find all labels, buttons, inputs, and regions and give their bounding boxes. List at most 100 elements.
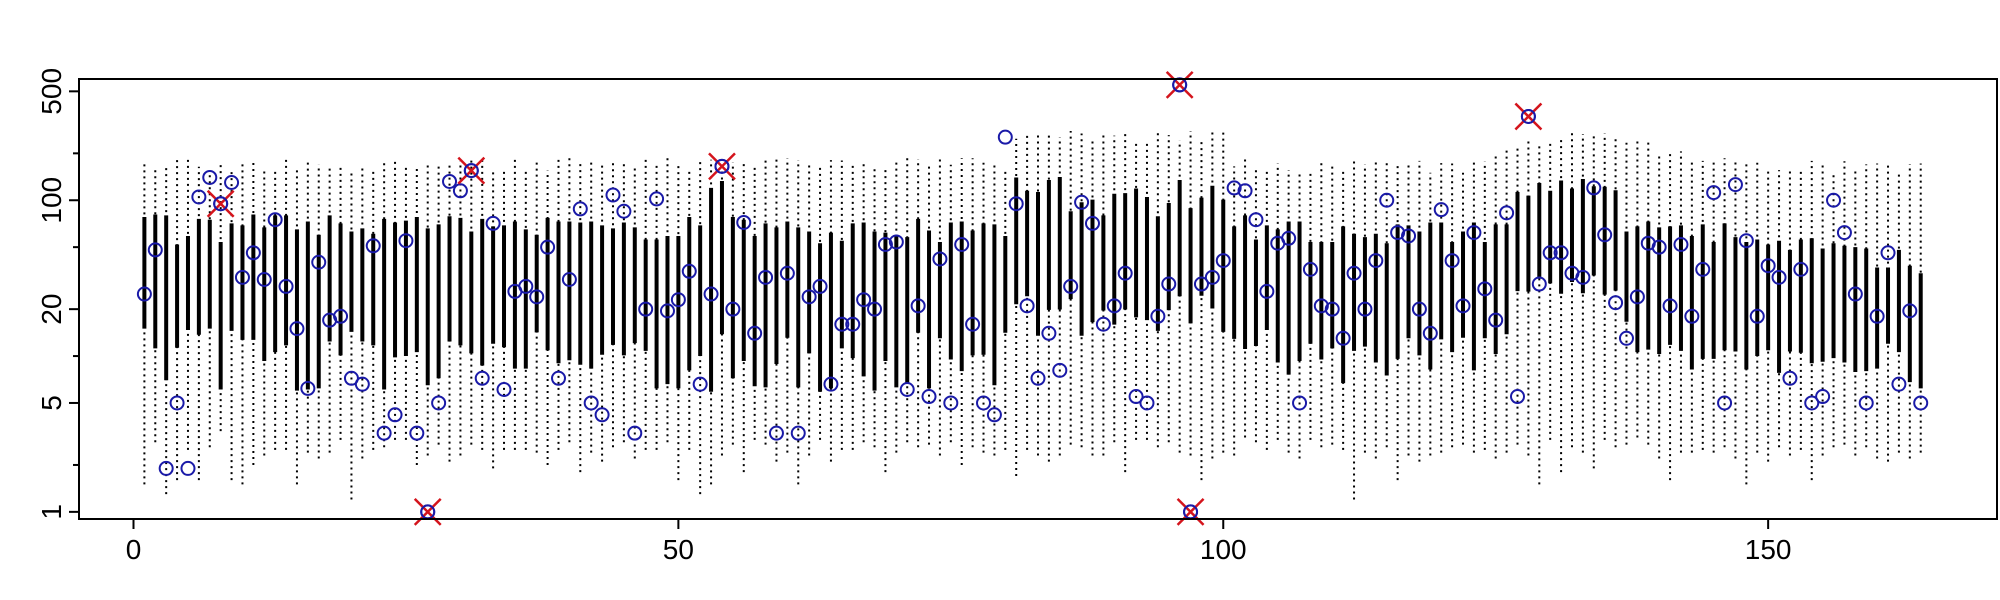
data-point-circle (1455, 298, 1471, 314)
data-point-circle (1815, 389, 1831, 405)
data-point-circle (1749, 308, 1765, 324)
data-point-circle (398, 233, 414, 249)
data-point-circle (452, 183, 468, 199)
cross-stroke (206, 189, 235, 218)
cross-stroke (1514, 102, 1543, 131)
data-point-circle (1335, 330, 1351, 346)
data-point-circle (1357, 301, 1373, 317)
data-point-circle (387, 407, 403, 423)
data-point-circle (670, 292, 686, 308)
cross-stroke (708, 152, 736, 181)
data-point-circle (703, 286, 719, 302)
data-point-circle (583, 395, 599, 411)
data-point-circle (158, 460, 174, 476)
data-point-circle (1161, 276, 1177, 292)
data-point-circle (376, 425, 392, 441)
data-point-circle (1738, 233, 1754, 249)
data-point-circle (1041, 325, 1057, 341)
data-point-circle (1499, 205, 1515, 221)
data-point-circle (1629, 289, 1645, 305)
data-point-circle (191, 189, 207, 205)
outlier-cross (1514, 102, 1543, 131)
data-point-circle (877, 236, 893, 252)
data-point-circle (986, 407, 1002, 423)
data-point-circle (1858, 395, 1874, 411)
data-point-circle (267, 212, 283, 228)
data-point-circle (997, 129, 1013, 145)
data-point-circle (496, 382, 512, 398)
y-axis-tick-label: 1 (36, 504, 67, 520)
data-point-circle (1586, 180, 1602, 196)
data-point-circle (1488, 312, 1504, 328)
data-point-circle (1324, 301, 1340, 317)
data-point-circle (1313, 298, 1329, 314)
data-point-circle (1368, 253, 1384, 269)
data-point-circle (474, 370, 490, 386)
data-point-circle (518, 278, 534, 294)
data-point-circle (1433, 202, 1449, 218)
data-point-circle (976, 395, 992, 411)
outlier-cross (1165, 71, 1194, 99)
data-point-circle (1084, 215, 1100, 231)
x-axis-tick-label: 150 (1745, 534, 1792, 565)
data-point-circle (1847, 286, 1863, 302)
data-point-circle (954, 236, 970, 252)
data-point-circle (801, 289, 817, 305)
data-point-circle (932, 251, 948, 267)
data-point-circle (1695, 261, 1711, 277)
data-point-circle (256, 271, 272, 287)
data-point-circle (812, 278, 828, 294)
data-point-circle (1880, 245, 1896, 261)
data-point-circle (1292, 395, 1308, 411)
data-point-circle (1717, 395, 1733, 411)
data-point-circle (234, 269, 250, 285)
data-point-circle (616, 203, 632, 219)
outlier-cross-layer (206, 71, 1543, 526)
data-point-circle (856, 292, 872, 308)
data-point-circle (572, 201, 588, 217)
data-point-circle (1117, 265, 1133, 281)
data-point-circle (1237, 183, 1253, 199)
data-point-circle (1063, 278, 1079, 294)
data-point-circle (1444, 253, 1460, 269)
data-point-circle (1095, 316, 1111, 332)
data-point-circle (1346, 265, 1362, 281)
data-point-circle (1128, 389, 1144, 405)
data-point-circle (965, 316, 981, 332)
data-point-circle (1302, 261, 1318, 277)
data-point-circle (768, 425, 784, 441)
data-point-circle (1411, 301, 1427, 317)
outlier-cross (206, 189, 235, 218)
data-point-circle (147, 242, 163, 258)
data-point-circle (1510, 389, 1525, 405)
y-axis-tick-label: 20 (36, 294, 67, 325)
outlier-cross (708, 152, 736, 181)
data-point-circle (1074, 194, 1090, 210)
data-point-circle (1706, 185, 1722, 201)
data-point-circle (289, 321, 305, 337)
data-point-circle (1281, 230, 1297, 246)
data-point-circle (779, 265, 795, 281)
data-point-circle (1673, 236, 1689, 252)
data-point-circle (300, 380, 316, 396)
data-point-circle (136, 286, 152, 302)
data-point-circle (1052, 362, 1068, 378)
data-point-circle (899, 382, 915, 398)
data-point-circle (551, 370, 566, 386)
data-point-circle (1662, 298, 1678, 314)
data-point-circle (747, 325, 763, 341)
data-point-circle (834, 316, 850, 332)
outlier-cross (413, 497, 442, 526)
data-point-circle (365, 238, 381, 254)
point-layer (136, 77, 1929, 520)
outlier-point-circle (463, 163, 479, 179)
cross-stroke (457, 156, 486, 185)
data-point-circle (1019, 298, 1035, 314)
y-axis-tick-label: 500 (36, 68, 67, 115)
data-point-circle (1793, 261, 1809, 277)
data-point-circle (725, 301, 741, 317)
data-point-circle (638, 301, 654, 317)
data-point-circle (1869, 308, 1885, 324)
interval-layer (142, 129, 1923, 500)
